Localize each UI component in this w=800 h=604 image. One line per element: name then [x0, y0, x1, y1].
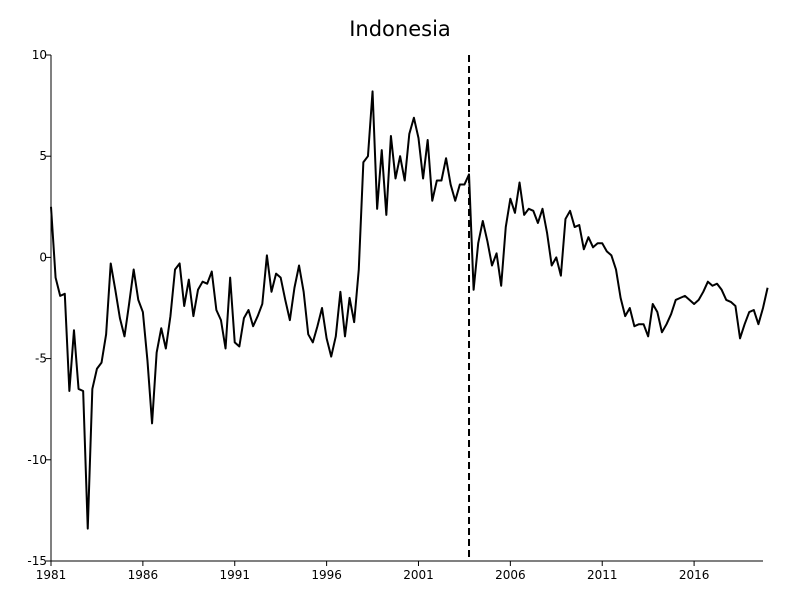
x-tick-label: 1986	[128, 568, 159, 582]
y-tick-label: -10	[27, 453, 47, 467]
chart-title: Indonesia	[349, 17, 451, 41]
y-tick-label: -5	[35, 352, 47, 366]
x-tick-label: 1991	[219, 568, 250, 582]
y-tick-label: 10	[32, 48, 47, 62]
axes: -15 -10 -5 0 5 10 1981 1986 1991 1996 2001 2006 2011…	[27, 48, 763, 582]
y-tick-label: -15	[27, 554, 47, 568]
x-tick-label: 2006	[495, 568, 526, 582]
y-tick-label: 0	[39, 250, 47, 264]
x-tick-label: 1981	[36, 568, 67, 582]
y-tick-label: 5	[39, 149, 47, 163]
series-layer	[50, 90, 769, 530]
x-tick-label: 2001	[403, 568, 434, 582]
x-tick-label: 2016	[679, 568, 710, 582]
x-tick-label: 1996	[311, 568, 342, 582]
x-tick-label: 2011	[587, 568, 618, 582]
series-line-0	[50, 90, 769, 530]
